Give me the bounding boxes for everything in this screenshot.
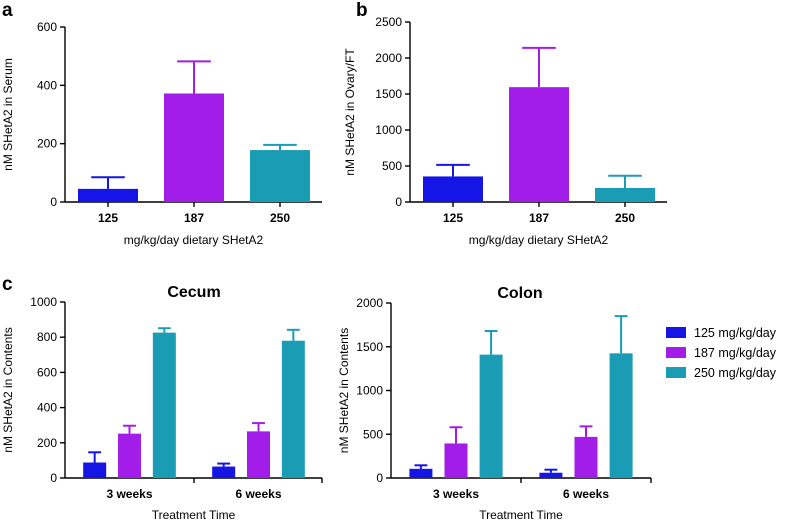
y-tick-label: 200 bbox=[37, 137, 57, 151]
bar-6-weeks-187 bbox=[575, 437, 598, 478]
bar-125 bbox=[78, 189, 138, 202]
x-axis-label: mg/kg/day dietary SHetA2 bbox=[124, 233, 264, 247]
x-tick-label: 125 bbox=[443, 211, 463, 225]
x-tick-label: 250 bbox=[615, 211, 635, 225]
panel-label-c: c bbox=[2, 274, 13, 295]
bar-3-weeks-125 bbox=[409, 469, 432, 478]
bar-3-weeks-125 bbox=[83, 463, 106, 478]
chart-title: Cecum bbox=[167, 284, 220, 301]
serum-chart: a 0 200 400 600 125 187 250 mg/kg/day dietary SH… bbox=[1, 0, 322, 247]
y-tick-label: 0 bbox=[50, 195, 57, 209]
x-tick-label: 3 weeks bbox=[433, 487, 479, 501]
x-tick-label: 250 bbox=[270, 211, 290, 225]
y-tick-label: 1000 bbox=[356, 384, 383, 398]
bar-6-weeks-125 bbox=[539, 473, 562, 478]
y-tick-label: 0 bbox=[395, 195, 402, 209]
x-tick-label: 125 bbox=[98, 211, 118, 225]
y-axis-label: nM SHetA2 in Contents bbox=[337, 328, 351, 453]
bar-3-weeks-250 bbox=[153, 333, 176, 478]
y-axis-label: nM SHetA2 in Serum bbox=[1, 58, 15, 171]
y-tick-label: 1000 bbox=[375, 123, 402, 137]
y-tick-label: 2000 bbox=[375, 51, 402, 65]
x-tick-label: 6 weeks bbox=[235, 487, 281, 501]
legend-label: 125 mg/kg/day bbox=[694, 326, 777, 340]
bar-6-weeks-125 bbox=[212, 467, 235, 478]
y-tick-label: 600 bbox=[37, 365, 57, 379]
colon-chart: Colon 0 500 1000 1500 2000 3 weeks 6 weeksTreat… bbox=[337, 285, 651, 522]
y-tick-label: 500 bbox=[382, 159, 402, 173]
x-tick-label: 3 weeks bbox=[106, 487, 152, 501]
x-tick-label: 187 bbox=[529, 211, 549, 225]
bar-125 bbox=[423, 176, 483, 202]
y-axis-label: nM SHetA2 in Ovary/FT bbox=[343, 48, 357, 176]
x-tick-label: 6 weeks bbox=[563, 487, 609, 501]
x-axis-label: Treatment Time bbox=[152, 508, 236, 522]
y-tick-label: 0 bbox=[376, 471, 383, 485]
y-tick-label: 400 bbox=[37, 78, 57, 92]
legend-label: 187 mg/kg/day bbox=[694, 346, 777, 360]
panel-label-b: b bbox=[356, 0, 368, 21]
panel-label-a: a bbox=[2, 0, 13, 21]
y-tick-label: 1000 bbox=[30, 295, 57, 309]
bar-187 bbox=[164, 94, 224, 203]
ovary-chart: b 0 500 1000 1500 2000 2500 125 187 250 mg/kg/day … bbox=[343, 0, 667, 247]
x-axis-label: mg/kg/day dietary SHetA2 bbox=[469, 233, 609, 247]
y-tick-label: 800 bbox=[37, 330, 57, 344]
legend-swatch bbox=[666, 347, 686, 358]
chart-title: Colon bbox=[497, 285, 542, 302]
figure: a 0 200 400 600 125 187 250 mg/kg/day dietary SH… bbox=[0, 0, 787, 522]
y-tick-label: 500 bbox=[363, 427, 383, 441]
bar-250 bbox=[595, 188, 655, 202]
bar-187 bbox=[509, 87, 569, 202]
y-tick-label: 1500 bbox=[375, 87, 402, 101]
cecum-chart: c Cecum 0 200 400 600 800 1000 3 weeks 6 weeks Tre… bbox=[1, 274, 322, 522]
legend-label: 250 mg/kg/day bbox=[694, 366, 777, 380]
bar-250 bbox=[250, 150, 310, 202]
y-tick-label: 0 bbox=[50, 471, 57, 485]
x-tick-label: 187 bbox=[184, 211, 204, 225]
y-tick-label: 2000 bbox=[356, 296, 383, 310]
y-tick-label: 2500 bbox=[375, 15, 402, 29]
y-tick-label: 400 bbox=[37, 401, 57, 415]
legend-swatch bbox=[666, 367, 686, 378]
y-tick-label: 200 bbox=[37, 436, 57, 450]
bar-6-weeks-250 bbox=[282, 341, 305, 478]
bar-6-weeks-187 bbox=[247, 431, 270, 478]
bar-3-weeks-187 bbox=[118, 434, 141, 478]
legend-swatch bbox=[666, 327, 686, 338]
legend: 125 mg/kg/day 187 mg/kg/day 250 mg/kg/day bbox=[666, 326, 777, 380]
bar-3-weeks-187 bbox=[445, 443, 468, 478]
x-axis-label: Treatment Time bbox=[479, 508, 563, 522]
y-tick-label: 1500 bbox=[356, 340, 383, 354]
y-axis-label: nM SHetA2 in Contents bbox=[1, 327, 15, 452]
bar-3-weeks-250 bbox=[480, 355, 503, 478]
y-tick-label: 600 bbox=[37, 20, 57, 34]
bar-6-weeks-250 bbox=[610, 353, 633, 478]
